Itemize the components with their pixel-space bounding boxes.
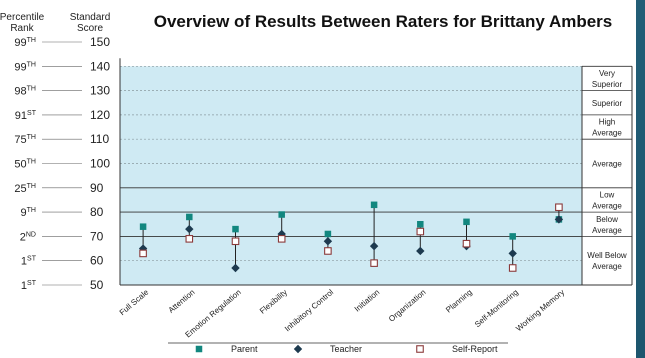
parent-point bbox=[139, 223, 147, 230]
self-report-point bbox=[370, 259, 378, 267]
band-label: High bbox=[599, 118, 615, 127]
category-label: Inhibitory Control bbox=[283, 288, 335, 334]
chart-title: Overview of Results Between Raters for B… bbox=[154, 12, 613, 31]
percentile-tick-label: 50TH bbox=[14, 159, 36, 171]
legend-label: Teacher bbox=[330, 344, 362, 354]
score-tick-label: 130 bbox=[90, 84, 110, 98]
category-label: Flexibility bbox=[258, 288, 289, 316]
legend-label: Self-Report bbox=[452, 344, 498, 354]
teacher-point bbox=[508, 249, 517, 258]
teacher-point bbox=[293, 344, 303, 354]
percentile-header-rank: Rank bbox=[10, 23, 34, 34]
score-tick-label: 100 bbox=[90, 157, 110, 171]
self-report-point bbox=[185, 235, 194, 243]
band-label: Average bbox=[592, 160, 622, 169]
legend-label: Parent bbox=[231, 344, 258, 354]
category-label: Attention bbox=[167, 288, 197, 315]
score-tick-label: 50 bbox=[90, 278, 104, 292]
band-label: Average bbox=[592, 262, 622, 271]
parent-point bbox=[509, 233, 516, 240]
self-report-point bbox=[416, 345, 424, 353]
parent-point bbox=[195, 345, 203, 353]
score-tick-label: 60 bbox=[90, 254, 104, 268]
band-label: Average bbox=[592, 129, 622, 138]
category-label: Initiation bbox=[353, 288, 382, 314]
percentile-tick-label: 75TH bbox=[14, 134, 36, 146]
parent-point bbox=[370, 201, 378, 209]
score-tick-label: 150 bbox=[90, 35, 110, 49]
plot-area bbox=[120, 66, 582, 285]
teacher-point bbox=[231, 263, 240, 273]
self-report-point bbox=[462, 239, 471, 248]
percentile-tick-label: 2ND bbox=[20, 231, 36, 243]
self-report-point bbox=[139, 249, 147, 258]
teacher-point bbox=[416, 246, 425, 256]
teacher-point bbox=[323, 237, 333, 246]
percentile-tick-label: 99TH bbox=[14, 37, 36, 49]
percentile-tick-label: 98TH bbox=[14, 86, 36, 98]
parent-point bbox=[417, 221, 424, 228]
percentile-header: Percentile bbox=[0, 12, 45, 23]
band-label: Superior bbox=[592, 99, 623, 108]
score-tick-label: 120 bbox=[90, 108, 110, 122]
parent-point bbox=[278, 211, 285, 218]
category-label: Self-Monitoring bbox=[473, 288, 520, 329]
parent-point bbox=[463, 218, 470, 226]
category-label: Planning bbox=[444, 288, 474, 315]
score-tick-label: 90 bbox=[90, 181, 104, 195]
band-column bbox=[582, 66, 632, 285]
score-tick-label: 80 bbox=[90, 205, 104, 219]
band-label: Very bbox=[599, 69, 615, 78]
score-tick-label: 110 bbox=[90, 132, 109, 146]
band-label: Average bbox=[592, 201, 622, 210]
parent-point bbox=[232, 225, 239, 233]
teacher-point bbox=[554, 215, 564, 224]
category-label: Full Scale bbox=[118, 287, 151, 317]
score-tick-label: 70 bbox=[90, 229, 104, 243]
percentile-tick-label: 25TH bbox=[14, 183, 36, 195]
self-report-point bbox=[555, 203, 563, 212]
score-header: Standard bbox=[70, 12, 111, 23]
category-label: Working Memory bbox=[514, 288, 566, 334]
band-label: Well Below bbox=[587, 251, 627, 260]
percentile-tick-label: 1ST bbox=[21, 256, 37, 268]
band-label: Below bbox=[596, 215, 618, 224]
score-header-score: Score bbox=[77, 23, 104, 34]
percentile-tick-label: 91ST bbox=[15, 110, 37, 122]
band-label: Average bbox=[592, 226, 622, 235]
percentile-tick-label: 99TH bbox=[14, 61, 36, 73]
self-report-point bbox=[324, 247, 332, 255]
percentile-tick-label: 1ST bbox=[21, 280, 37, 292]
category-label: Organization bbox=[387, 288, 428, 324]
teacher-point bbox=[185, 224, 194, 234]
percentile-tick-label: 9TH bbox=[21, 207, 36, 219]
band-label: Superior bbox=[592, 80, 623, 89]
parent-point bbox=[186, 213, 193, 221]
parent-point bbox=[324, 230, 332, 238]
self-report-point bbox=[416, 227, 425, 236]
self-report-point bbox=[277, 235, 286, 243]
teacher-point bbox=[369, 241, 379, 251]
score-tick-label: 140 bbox=[90, 59, 110, 73]
self-report-point bbox=[508, 264, 517, 272]
band-label: Low bbox=[600, 190, 615, 199]
self-report-point bbox=[231, 237, 240, 246]
